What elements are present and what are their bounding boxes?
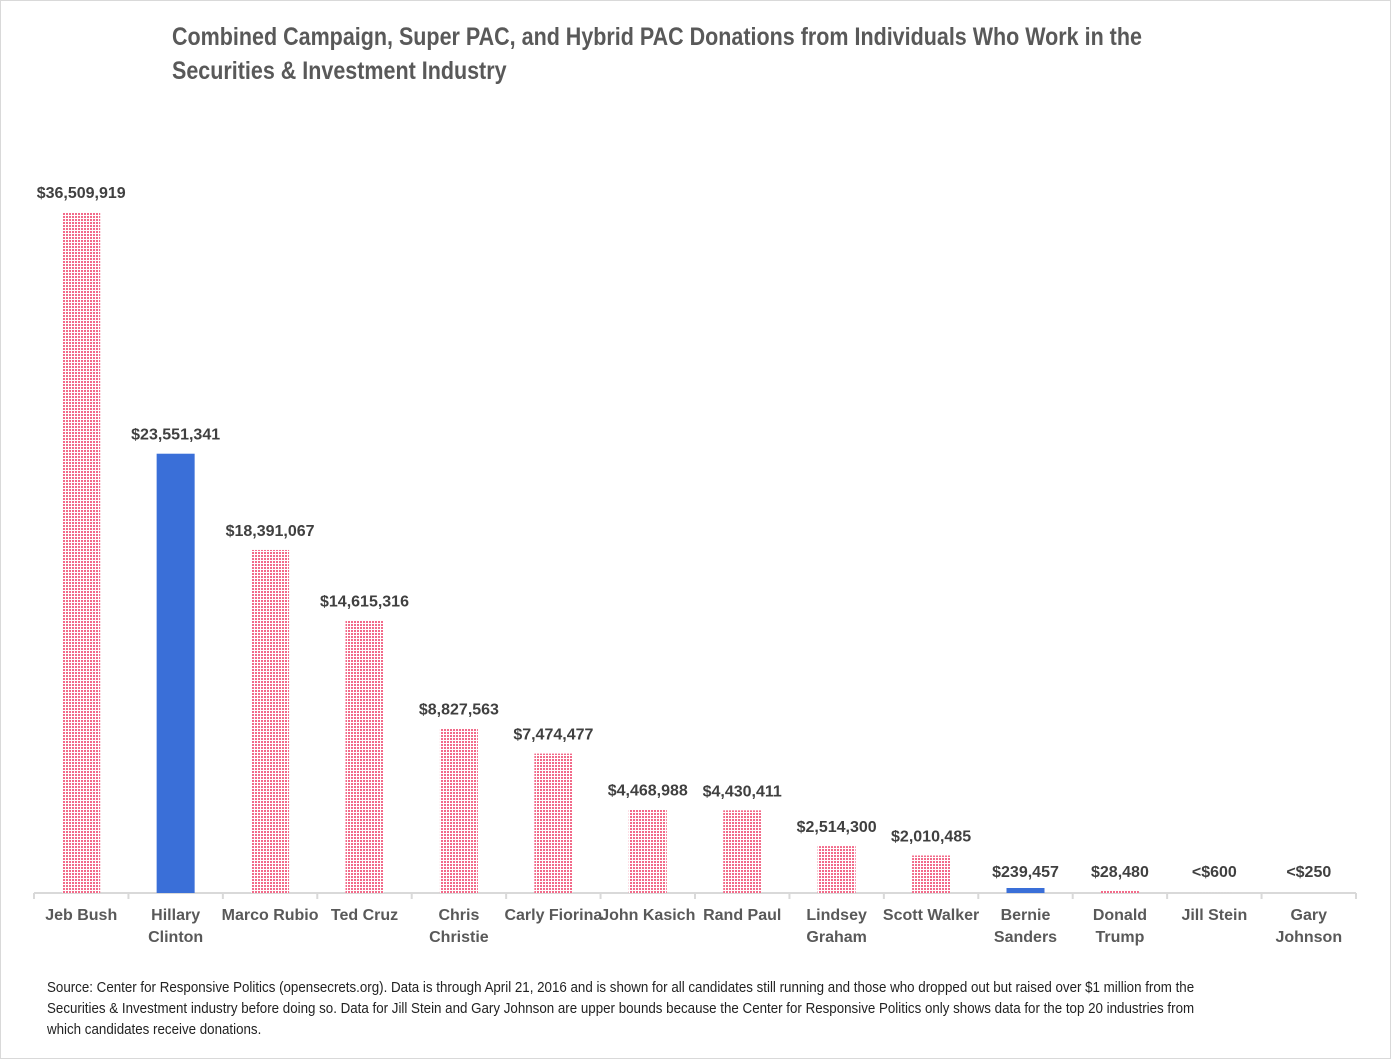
category-label: Clinton: [148, 929, 203, 946]
title-line-1: Combined Campaign, Super PAC, and Hybrid…: [172, 23, 1142, 51]
category-label: Graham: [806, 929, 866, 946]
category-label: Chris: [438, 907, 479, 924]
category-label: Jill Stein: [1181, 907, 1247, 924]
bar: [251, 549, 290, 893]
category-label: Lindsey: [806, 907, 867, 924]
data-label: $36,509,919: [37, 185, 126, 202]
bar: [628, 809, 667, 893]
category-label: Marco Rubio: [222, 907, 319, 924]
category-label: Bernie: [1001, 907, 1051, 924]
category-label: Johnson: [1275, 929, 1342, 946]
data-label: $18,391,067: [226, 523, 315, 540]
data-label: $2,514,300: [797, 819, 877, 836]
category-label: Trump: [1095, 929, 1144, 946]
title-line-2: Securities & Investment Industry: [172, 57, 507, 85]
data-label: $23,551,341: [131, 427, 220, 444]
data-label: $14,615,316: [320, 593, 409, 610]
category-label: Donald: [1093, 907, 1147, 924]
data-label: $239,457: [992, 864, 1059, 881]
category-label: John Kasich: [600, 907, 695, 924]
data-label: <$250: [1286, 864, 1331, 881]
bar: [1100, 891, 1139, 893]
category-label: Carly Fiorina: [504, 907, 602, 924]
bar: [817, 846, 856, 893]
data-label: <$600: [1192, 864, 1237, 881]
bar: [534, 753, 573, 893]
category-label: Christie: [429, 929, 489, 946]
bar: [62, 212, 101, 893]
category-label: Scott Walker: [883, 907, 979, 924]
category-label: Rand Paul: [703, 907, 781, 924]
data-label: $4,468,988: [608, 783, 688, 800]
category-label: Ted Cruz: [331, 907, 398, 924]
chart-title: Combined Campaign, Super PAC, and Hybrid…: [172, 20, 1161, 88]
data-label: $28,480: [1091, 864, 1149, 881]
bar: [1006, 888, 1045, 893]
data-label: $7,474,477: [513, 727, 593, 744]
data-label: $8,827,563: [419, 701, 499, 718]
category-label: Gary: [1291, 907, 1328, 924]
bar: [439, 728, 478, 893]
bar: [912, 855, 951, 893]
category-label: Hillary: [151, 907, 200, 924]
bar: [345, 620, 384, 893]
category-label: Jeb Bush: [45, 907, 117, 924]
bar: [723, 810, 762, 893]
category-label: Sanders: [994, 929, 1057, 946]
data-label: $2,010,485: [891, 828, 971, 845]
data-label: $4,430,411: [703, 783, 782, 800]
source-note: Source: Center for Responsive Politics (…: [47, 980, 1195, 1038]
bar: [156, 453, 195, 893]
